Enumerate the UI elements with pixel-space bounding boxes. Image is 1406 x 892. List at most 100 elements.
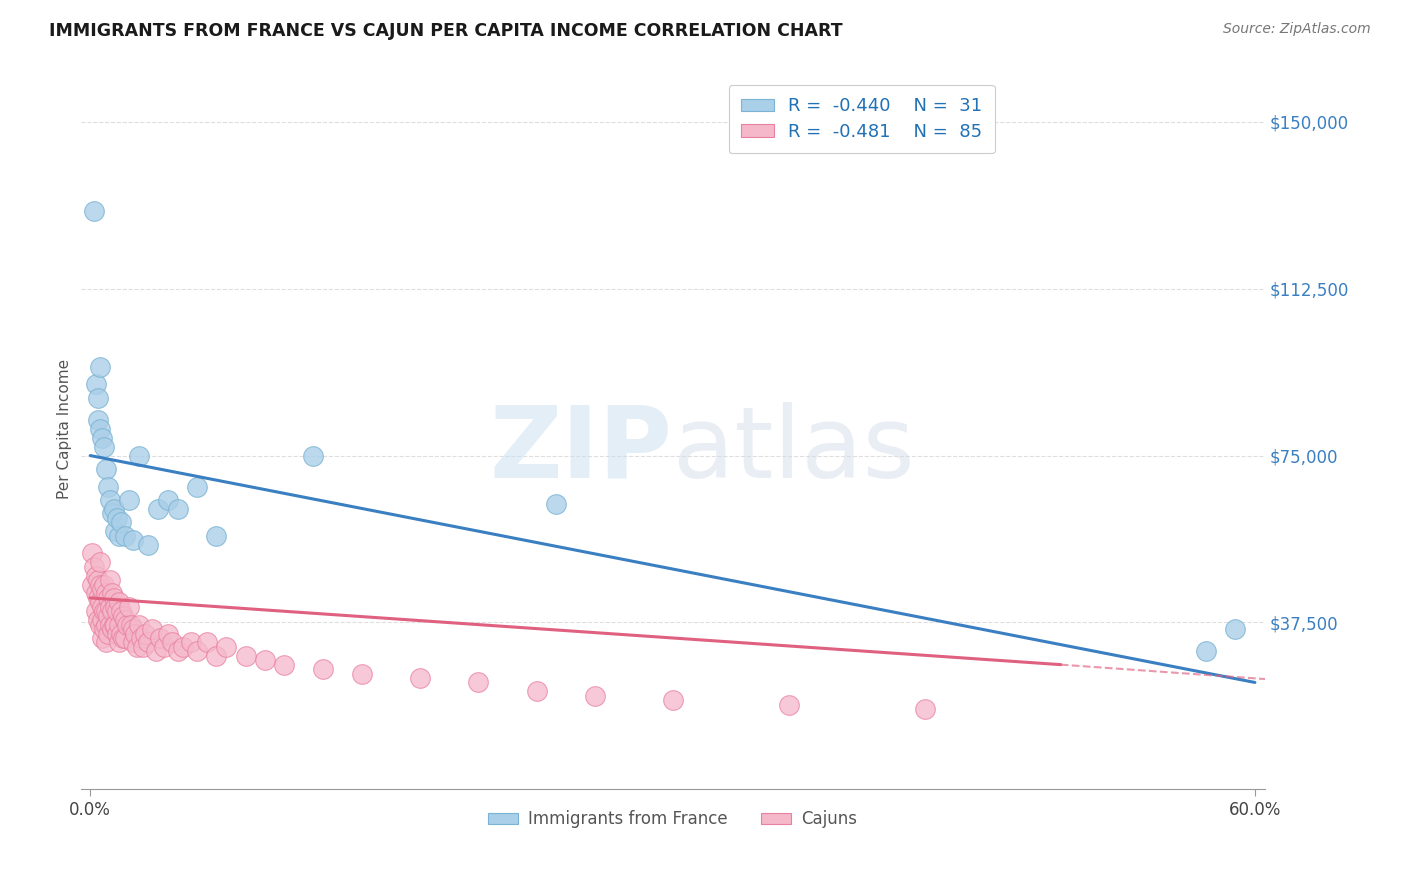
Legend: Immigrants from France, Cajuns: Immigrants from France, Cajuns xyxy=(481,804,863,835)
Point xyxy=(90,431,112,445)
Point xyxy=(118,599,141,614)
Point xyxy=(104,524,127,539)
Point xyxy=(93,577,115,591)
Point xyxy=(205,648,228,663)
Point xyxy=(467,675,489,690)
Point xyxy=(186,480,208,494)
Point xyxy=(83,203,105,218)
Point xyxy=(215,640,238,654)
Point xyxy=(90,599,112,614)
Point xyxy=(141,622,163,636)
Point xyxy=(87,613,110,627)
Point xyxy=(87,573,110,587)
Point xyxy=(312,662,335,676)
Point xyxy=(114,528,136,542)
Point xyxy=(100,604,122,618)
Point xyxy=(114,631,136,645)
Point xyxy=(156,493,179,508)
Point xyxy=(93,604,115,618)
Point xyxy=(146,502,169,516)
Point xyxy=(100,507,122,521)
Point xyxy=(125,640,148,654)
Point xyxy=(114,613,136,627)
Point xyxy=(166,502,188,516)
Point xyxy=(97,608,120,623)
Point xyxy=(195,635,218,649)
Text: ZIP: ZIP xyxy=(489,402,672,499)
Point xyxy=(94,462,117,476)
Point xyxy=(84,604,107,618)
Point xyxy=(103,617,125,632)
Point xyxy=(122,533,145,547)
Point xyxy=(105,604,128,618)
Point xyxy=(98,617,121,632)
Point xyxy=(253,653,276,667)
Point xyxy=(94,635,117,649)
Point xyxy=(350,666,373,681)
Point xyxy=(105,626,128,640)
Point xyxy=(82,546,104,560)
Point xyxy=(186,644,208,658)
Point xyxy=(661,693,683,707)
Point xyxy=(89,422,111,436)
Point xyxy=(84,377,107,392)
Point xyxy=(108,617,131,632)
Point xyxy=(583,689,606,703)
Point xyxy=(98,493,121,508)
Point xyxy=(108,528,131,542)
Point xyxy=(100,586,122,600)
Point xyxy=(914,702,936,716)
Point xyxy=(97,480,120,494)
Point xyxy=(526,684,548,698)
Point xyxy=(104,599,127,614)
Point xyxy=(409,671,432,685)
Point xyxy=(84,586,107,600)
Point xyxy=(83,559,105,574)
Point xyxy=(160,635,183,649)
Text: atlas: atlas xyxy=(672,402,914,499)
Point xyxy=(153,640,176,654)
Point xyxy=(93,440,115,454)
Point xyxy=(145,644,167,658)
Point xyxy=(149,631,172,645)
Point xyxy=(87,591,110,605)
Point xyxy=(546,498,568,512)
Point xyxy=(129,631,152,645)
Point xyxy=(118,493,141,508)
Point xyxy=(105,511,128,525)
Point xyxy=(110,604,132,618)
Point xyxy=(180,635,202,649)
Point xyxy=(166,644,188,658)
Point xyxy=(94,586,117,600)
Point xyxy=(108,635,131,649)
Point xyxy=(98,599,121,614)
Point xyxy=(131,640,153,654)
Point xyxy=(90,582,112,596)
Point xyxy=(89,617,111,632)
Point xyxy=(87,391,110,405)
Point xyxy=(82,577,104,591)
Point xyxy=(128,449,150,463)
Point xyxy=(172,640,194,654)
Point xyxy=(89,595,111,609)
Point xyxy=(124,626,146,640)
Point xyxy=(108,595,131,609)
Point xyxy=(90,631,112,645)
Point xyxy=(84,568,107,582)
Point xyxy=(1195,644,1218,658)
Point xyxy=(273,657,295,672)
Point xyxy=(94,617,117,632)
Point xyxy=(205,528,228,542)
Point xyxy=(110,626,132,640)
Point xyxy=(138,635,160,649)
Point xyxy=(134,626,156,640)
Point xyxy=(94,604,117,618)
Point xyxy=(112,608,135,623)
Point xyxy=(103,591,125,605)
Point xyxy=(93,622,115,636)
Point xyxy=(120,617,142,632)
Point xyxy=(778,698,800,712)
Point xyxy=(138,537,160,551)
Point xyxy=(103,502,125,516)
Point xyxy=(89,359,111,374)
